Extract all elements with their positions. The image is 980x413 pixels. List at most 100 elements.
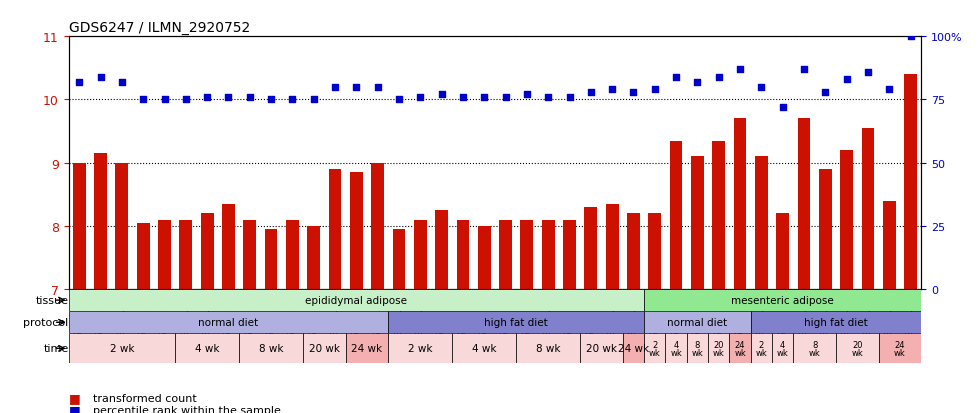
FancyBboxPatch shape xyxy=(388,333,452,363)
Text: high fat diet: high fat diet xyxy=(804,318,868,328)
Text: percentile rank within the sample: percentile rank within the sample xyxy=(93,405,281,413)
FancyBboxPatch shape xyxy=(239,333,303,363)
Point xyxy=(476,95,492,101)
Bar xyxy=(222,204,235,290)
FancyBboxPatch shape xyxy=(644,333,665,363)
FancyBboxPatch shape xyxy=(751,311,921,333)
Text: high fat diet: high fat diet xyxy=(484,318,548,328)
Text: protocol: protocol xyxy=(24,318,69,328)
Point xyxy=(625,89,641,96)
Bar xyxy=(179,220,192,290)
FancyBboxPatch shape xyxy=(388,311,644,333)
Bar xyxy=(584,207,597,290)
FancyBboxPatch shape xyxy=(452,333,516,363)
Text: 4 wk: 4 wk xyxy=(472,344,497,354)
Text: ■: ■ xyxy=(69,391,80,404)
Point xyxy=(710,74,726,81)
Point xyxy=(796,66,811,73)
Point xyxy=(72,79,87,86)
Bar xyxy=(94,154,107,290)
FancyBboxPatch shape xyxy=(175,333,239,363)
Bar xyxy=(435,211,448,290)
Text: 8
wk: 8 wk xyxy=(808,340,820,357)
Bar xyxy=(116,163,128,290)
FancyBboxPatch shape xyxy=(644,311,751,333)
Bar xyxy=(478,226,491,290)
FancyBboxPatch shape xyxy=(623,333,644,363)
Bar xyxy=(798,119,810,290)
Bar xyxy=(265,230,277,290)
Bar xyxy=(520,220,533,290)
Bar xyxy=(734,119,747,290)
Point xyxy=(903,34,918,40)
Text: 4 wk: 4 wk xyxy=(195,344,220,354)
Point xyxy=(434,92,450,98)
Text: 20 wk: 20 wk xyxy=(586,344,617,354)
Text: 24 wk: 24 wk xyxy=(617,344,649,354)
Point xyxy=(605,87,620,93)
Text: 8 wk: 8 wk xyxy=(259,344,283,354)
Text: 8 wk: 8 wk xyxy=(536,344,561,354)
Bar xyxy=(883,201,896,290)
Point xyxy=(562,95,577,101)
Bar xyxy=(542,220,555,290)
Bar xyxy=(819,170,832,290)
FancyBboxPatch shape xyxy=(708,333,729,363)
Point xyxy=(668,74,684,81)
Bar xyxy=(564,220,576,290)
FancyBboxPatch shape xyxy=(836,333,878,363)
Bar xyxy=(350,173,363,290)
Bar xyxy=(308,226,320,290)
Point xyxy=(391,97,407,104)
Bar xyxy=(73,163,85,290)
Bar xyxy=(328,170,341,290)
FancyBboxPatch shape xyxy=(751,333,772,363)
Point xyxy=(349,84,365,91)
Bar xyxy=(691,157,704,290)
Bar xyxy=(137,223,150,290)
Point xyxy=(178,97,194,104)
Bar xyxy=(649,214,662,290)
Text: 2 wk: 2 wk xyxy=(408,344,432,354)
Text: 24
wk: 24 wk xyxy=(734,340,746,357)
FancyBboxPatch shape xyxy=(303,333,346,363)
Bar xyxy=(905,75,917,290)
FancyBboxPatch shape xyxy=(878,333,921,363)
FancyBboxPatch shape xyxy=(665,333,687,363)
Point xyxy=(881,87,897,93)
Bar xyxy=(669,141,682,290)
Bar xyxy=(393,230,406,290)
Bar xyxy=(840,151,853,290)
FancyBboxPatch shape xyxy=(772,333,794,363)
FancyBboxPatch shape xyxy=(580,333,623,363)
Text: normal diet: normal diet xyxy=(198,318,259,328)
Bar xyxy=(201,214,214,290)
Bar xyxy=(606,204,618,290)
Point xyxy=(327,84,343,91)
Point xyxy=(690,79,706,86)
Point xyxy=(647,87,662,93)
Point xyxy=(242,95,258,101)
Bar xyxy=(712,141,725,290)
FancyBboxPatch shape xyxy=(69,311,388,333)
Text: transformed count: transformed count xyxy=(93,393,197,403)
Bar xyxy=(158,220,171,290)
Bar xyxy=(861,128,874,290)
Point xyxy=(754,84,769,91)
FancyBboxPatch shape xyxy=(729,333,751,363)
Point xyxy=(583,89,599,96)
Text: 2
wk: 2 wk xyxy=(649,340,661,357)
Point xyxy=(220,95,236,101)
Text: epididymal adipose: epididymal adipose xyxy=(306,295,408,305)
Text: 4
wk: 4 wk xyxy=(670,340,682,357)
Text: 4
wk: 4 wk xyxy=(777,340,789,357)
Text: time: time xyxy=(43,344,69,354)
Text: 20 wk: 20 wk xyxy=(309,344,340,354)
Point xyxy=(732,66,748,73)
Point xyxy=(369,84,385,91)
Bar xyxy=(776,214,789,290)
Point xyxy=(413,95,428,101)
Text: 8
wk: 8 wk xyxy=(692,340,704,357)
Point xyxy=(519,92,535,98)
FancyBboxPatch shape xyxy=(516,333,580,363)
